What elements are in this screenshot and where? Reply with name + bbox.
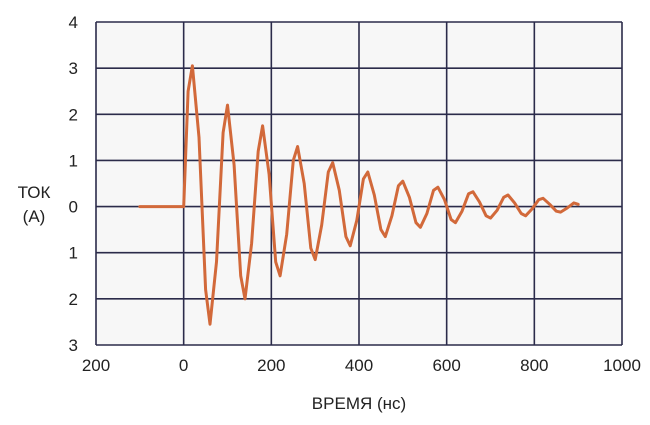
y-tick-label: 0 (69, 198, 78, 217)
x-axis-title: ВРЕМЯ (нс) (312, 394, 406, 413)
y-tick-labels: 4 3 2 1 0 1 2 3 (69, 13, 78, 355)
y-axis-title-line-2: (А) (23, 207, 46, 226)
x-tick-label: 800 (520, 356, 548, 375)
horizontal-gridlines (96, 21, 622, 346)
x-tick-label: 600 (432, 356, 460, 375)
y-tick-label: 2 (69, 105, 78, 124)
y-tick-label: 3 (69, 336, 78, 355)
y-tick-label: 4 (69, 13, 78, 32)
x-tick-label: 200 (82, 356, 110, 375)
x-tick-label: 0 (179, 356, 188, 375)
y-tick-label: 1 (69, 244, 78, 263)
y-tick-label: 1 (69, 151, 78, 170)
x-tick-label: 1000 (603, 356, 641, 375)
y-tick-label: 3 (69, 59, 78, 78)
x-tick-labels: 200 0 200 400 600 800 1000 (82, 356, 641, 375)
y-axis-title-line-1: ТОК (18, 183, 51, 202)
series-line (138, 64, 580, 326)
x-tick-label: 400 (345, 356, 373, 375)
x-tick-label: 200 (257, 356, 285, 375)
y-tick-label: 2 (69, 290, 78, 309)
